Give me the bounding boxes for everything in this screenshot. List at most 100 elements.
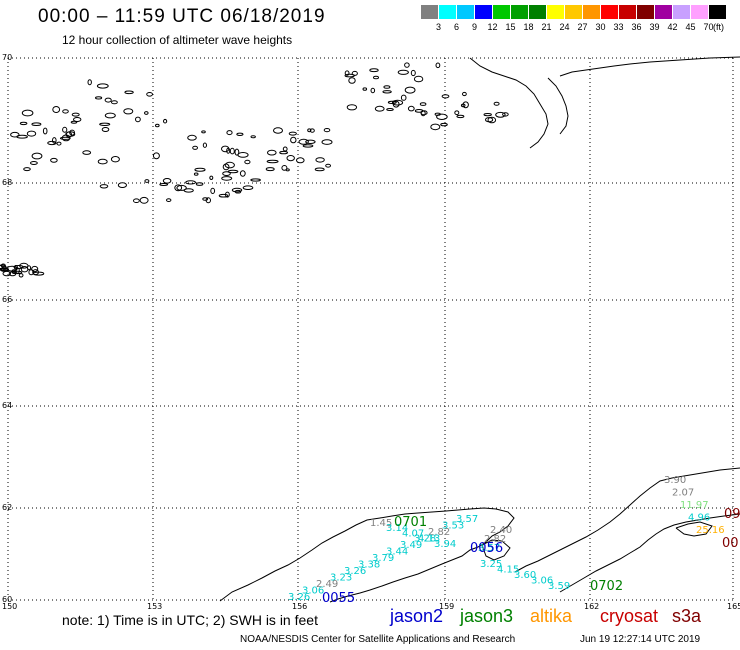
lake-outline <box>62 126 68 133</box>
lake-outline <box>10 131 20 138</box>
scale-swatch <box>421 5 438 19</box>
lake-outline <box>110 156 120 163</box>
lake-outline <box>133 198 140 203</box>
scale-unit: (ft) <box>713 22 724 32</box>
lake-outline <box>73 117 82 122</box>
scale-swatch <box>655 5 672 19</box>
lake-outline <box>267 149 277 156</box>
wave-height-value: 3.44 <box>386 547 408 558</box>
lake-outline <box>146 92 154 97</box>
scale-label: 3 <box>435 22 441 32</box>
lake-outline <box>242 185 254 190</box>
scale-label: 18 <box>523 22 534 32</box>
lake-outline <box>62 109 69 114</box>
lake-outline <box>0 263 6 268</box>
lake-outline <box>195 182 204 186</box>
lake-outline <box>231 187 243 193</box>
lake-outline <box>419 102 427 106</box>
lake-outline <box>95 96 103 100</box>
lake-outline <box>0 267 10 271</box>
lake-outline <box>229 147 235 155</box>
lake-outline <box>420 110 428 116</box>
lake-outline <box>400 94 407 101</box>
credit-line: NOAA/NESDIS Center for Satellite Applica… <box>240 634 516 645</box>
lake-outline <box>487 116 497 124</box>
lake-outline <box>391 99 404 106</box>
lake-outline <box>31 152 43 160</box>
lake-outline <box>502 112 509 117</box>
lake-outline <box>159 183 169 186</box>
legend-entry-jason3: jason3 <box>460 606 514 626</box>
lake-outline <box>99 122 111 127</box>
lake-outline <box>87 79 92 86</box>
lake-outline <box>314 167 325 172</box>
lake-outline <box>227 169 239 174</box>
scale-swatch <box>637 5 654 19</box>
lake-outline <box>434 112 441 116</box>
wave-height-labels: 3.263.062.493.233.263.383.793.443.493.28… <box>288 475 740 606</box>
lake-outline <box>325 163 332 168</box>
lake-outline <box>221 176 233 181</box>
lake-outline <box>456 114 465 119</box>
lake-outline <box>174 184 183 192</box>
latitude-label: 62 <box>2 503 12 512</box>
wave-height-value: 3.49 <box>400 540 422 551</box>
lake-outline <box>237 152 249 158</box>
lake-outline <box>226 147 231 154</box>
scale-swatch <box>475 5 492 19</box>
lake-outline <box>99 184 109 189</box>
lake-outline <box>234 148 240 156</box>
pass-time-label: 0701 <box>394 515 427 530</box>
lake-outline <box>61 134 71 142</box>
scale-swatch <box>547 5 564 19</box>
scale-label: 39 <box>649 22 660 32</box>
lake-outline <box>71 112 80 117</box>
wave-height-value: 3.06 <box>531 576 553 587</box>
chart-title: 00:00 – 11:59 UTC 06/18/2019 <box>38 6 326 27</box>
lake-outline <box>26 265 32 271</box>
lake-outline <box>348 77 356 84</box>
scale-label: 42 <box>667 22 678 32</box>
lake-outline <box>2 270 12 277</box>
lake-outline <box>362 87 368 91</box>
longitude-label: 153 <box>147 602 162 611</box>
lake-outline <box>309 128 315 133</box>
lake-outline <box>166 198 172 203</box>
lake-outline <box>436 113 448 121</box>
lake-outline <box>413 75 424 83</box>
lake-outline <box>224 161 235 169</box>
lake-outline <box>82 150 92 155</box>
wave-height-value: 4.07 <box>402 528 424 539</box>
longitude-label: 159 <box>439 602 454 611</box>
lake-outline <box>410 69 416 77</box>
scale-swatch <box>565 5 582 19</box>
latitude-label: 66 <box>2 295 12 304</box>
lake-outline <box>282 146 288 152</box>
lake-outline <box>11 269 17 275</box>
lake-outline <box>31 265 39 273</box>
lake-outline <box>21 109 34 117</box>
scale-label: 70 <box>703 22 714 32</box>
lake-outline <box>397 69 409 75</box>
lake-outline <box>28 269 35 276</box>
lake-outline <box>250 135 256 139</box>
lake-outline <box>286 155 295 162</box>
pass-time-label: 0055 <box>322 591 355 606</box>
scale-label: 9 <box>471 22 477 32</box>
lake-outline <box>462 91 467 97</box>
lake-outline <box>244 159 251 165</box>
lake-outline <box>374 105 385 112</box>
lake-outline <box>12 270 23 275</box>
footer-note: note: 1) Time is in UTC; 2) SWH is in fe… <box>62 612 318 628</box>
wave-height-value: 4.15 <box>497 565 519 576</box>
scale-swatch <box>439 5 456 19</box>
lake-outline <box>239 170 246 177</box>
lake-outline <box>56 141 62 146</box>
lake-outline <box>192 145 199 150</box>
wave-height-value: 3.23 <box>330 573 352 584</box>
lake-outline <box>430 123 441 131</box>
lake-outline <box>69 129 75 136</box>
lake-outline <box>155 123 160 128</box>
legend-entry-s3a: s3a <box>672 606 702 626</box>
wave-height-value: 2.07 <box>672 488 694 499</box>
